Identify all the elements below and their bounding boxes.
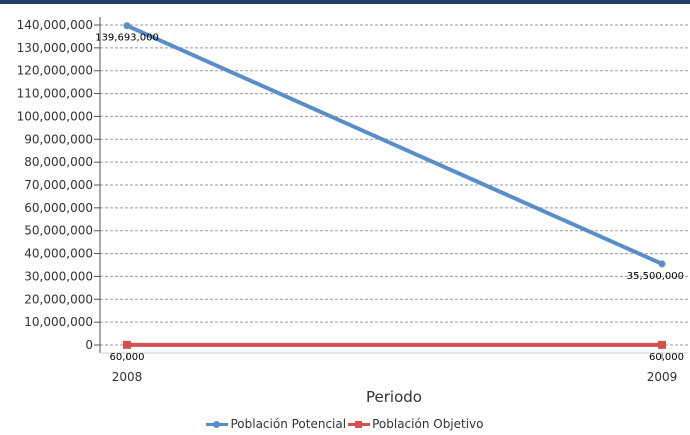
y-tick-label: 20,000,000: [24, 292, 93, 306]
series-lines: [123, 22, 666, 349]
y-tick-label: 130,000,000: [17, 41, 93, 55]
y-tick-label: 80,000,000: [24, 155, 93, 169]
y-tick-labels: 0 10,000,000 20,000,000 30,000,000 40,000,00…: [17, 18, 93, 352]
x-tick-labels: 2008 2009: [112, 370, 678, 384]
grid-lines: [100, 24, 688, 346]
line-chart: 0 10,000,000 20,000,000 30,000,000 40,000,00…: [17, 17, 688, 406]
x-tick-label: 2008: [112, 370, 143, 384]
legend: Población Potencial Población Objetivo: [0, 417, 690, 431]
legend-marker-objetivo: [355, 421, 363, 428]
y-tick-label: 100,000,000: [17, 109, 93, 123]
series-line-poblacion-potencial: [126, 23, 663, 266]
legend-item-poblacion-potencial[interactable]: Población Potencial: [206, 417, 346, 431]
data-label: 60,000: [649, 352, 684, 363]
data-point: [658, 340, 666, 349]
data-label: 35,500,000: [627, 271, 684, 282]
data-label: 60,000: [110, 352, 145, 363]
y-tick-label: 70,000,000: [24, 178, 93, 192]
legend-marker-potencial: [213, 421, 221, 428]
data-labels: 139,693,000 35,500,000 60,000 60,000: [95, 33, 684, 363]
header-bar: [0, 0, 690, 4]
y-tick-label: 90,000,000: [24, 132, 93, 146]
legend-swatch-circle-icon: [206, 420, 229, 428]
data-point: [123, 340, 131, 349]
x-tick-label: 2009: [647, 370, 678, 384]
y-tick-label: 0: [85, 338, 93, 352]
y-tick-label: 40,000,000: [24, 247, 93, 261]
data-point: [658, 260, 666, 268]
legend-label-objetivo: Población Objetivo: [372, 417, 484, 431]
legend-swatch-square-icon: [348, 420, 371, 428]
data-point: [123, 22, 131, 30]
y-tick-label: 60,000,000: [24, 201, 93, 215]
y-tick-label: 140,000,000: [17, 18, 93, 32]
data-label: 139,693,000: [95, 33, 159, 44]
legend-item-poblacion-objetivo[interactable]: Población Objetivo: [348, 417, 484, 431]
y-tick-label: 30,000,000: [24, 269, 93, 283]
y-tick-label: 120,000,000: [17, 64, 93, 78]
legend-label-potencial: Población Potencial: [230, 417, 347, 431]
y-tick-label: 10,000,000: [24, 315, 93, 329]
axes: [94, 17, 688, 359]
y-tick-label: 50,000,000: [24, 224, 93, 238]
y-tick-label: 110,000,000: [17, 87, 93, 101]
x-axis-title: Periodo: [366, 388, 422, 406]
